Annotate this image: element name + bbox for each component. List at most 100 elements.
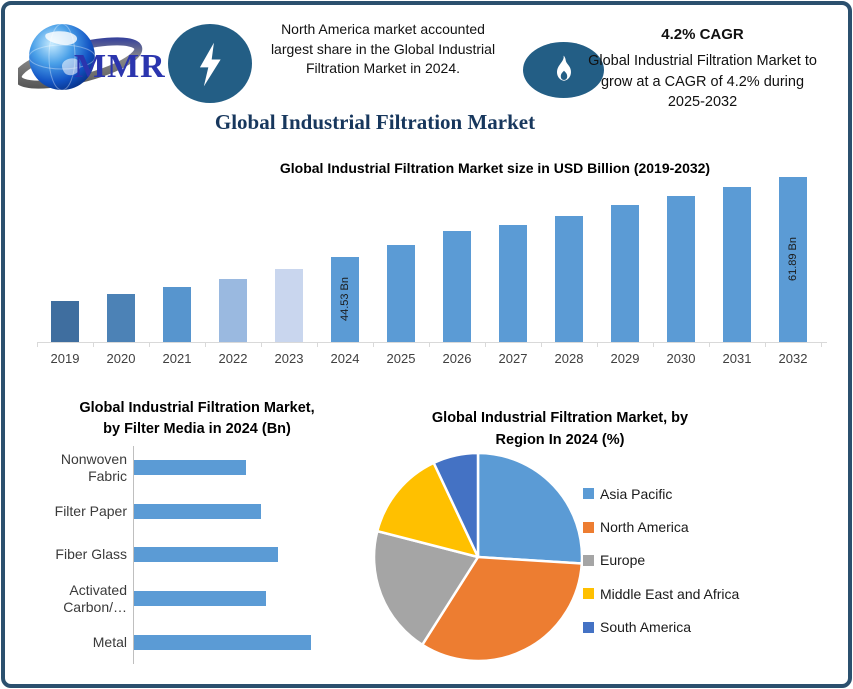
legend-item-europe: Europe (583, 544, 739, 577)
pie-slice-middle-east-and-africa (376, 461, 480, 559)
bar-4 (134, 634, 311, 650)
bar-2024: 44.53 Bn (331, 257, 359, 342)
legend-swatch-icon (583, 554, 594, 566)
bar-value-label-2032: 61.89 Bn (787, 237, 799, 282)
bar-2020 (107, 294, 135, 342)
legend-item-asia-pacific: Asia Pacific (583, 477, 739, 510)
mmr-logo: MMR (13, 16, 178, 100)
legend-label: South America (600, 619, 692, 636)
filter-media-row: Filter Paper (32, 489, 362, 534)
region-pie (372, 451, 584, 663)
legend-label: Middle East and Africa (600, 585, 740, 602)
bar-1 (134, 503, 261, 519)
x-axis-label-2022: 2022 (218, 351, 248, 366)
x-axis-tick (93, 343, 94, 347)
legend-label: Asia Pacific (600, 485, 673, 502)
legend-swatch-icon (583, 588, 594, 600)
legend-label: Europe (600, 552, 646, 569)
filter-media-chart-title: Global Industrial Filtration Market, by … (32, 398, 362, 440)
category-label-4: Metal (92, 633, 127, 650)
category-label-3: Activated Carbon/… (63, 581, 127, 615)
market-size-chart-title: Global Industrial Filtration Market size… (279, 160, 711, 176)
filter-media-row: Activated Carbon/… (32, 576, 362, 621)
bar-2023 (275, 269, 303, 342)
x-axis-label-2019: 2019 (50, 351, 80, 366)
x-axis-tick (205, 343, 206, 347)
filter-media-row: Fiber Glass (32, 533, 362, 577)
bar-2022 (219, 279, 247, 342)
region-title-line1: Global Industrial Filtration Market, by (431, 410, 689, 426)
x-axis-tick (37, 343, 38, 347)
bar-3 (134, 591, 266, 607)
lightning-badge (168, 24, 252, 103)
category-label-1: Filter Paper (54, 502, 127, 519)
legend-item-north-america: North America (583, 510, 739, 543)
legend-label: North America (600, 519, 689, 536)
bar-2032: 61.89 Bn (779, 177, 807, 342)
category-label-2: Fiber Glass (55, 546, 127, 563)
north-america-highlight: North America market accounted largest s… (270, 21, 496, 76)
x-axis-tick (709, 343, 710, 347)
bar-2031 (723, 187, 751, 342)
region-legend: Asia Pacific North America Europe Middle Ea… (583, 477, 739, 644)
legend-item-middle-east-and-africa: Middle East and Africa (583, 577, 739, 610)
bar-0 (134, 460, 246, 476)
bar-area (133, 489, 362, 534)
x-axis-tick (317, 343, 318, 347)
filter-media-row: Metal (32, 620, 362, 664)
x-axis-label-2020: 2020 (106, 351, 136, 366)
x-axis-tick (485, 343, 486, 347)
bar-area (133, 576, 362, 621)
x-axis-label-2023: 2023 (274, 351, 304, 366)
x-axis-tick (765, 343, 766, 347)
bar-area (133, 620, 362, 664)
cagr-headline: 4.2% CAGR (661, 26, 744, 43)
category-label-0: Nonwoven Fabric (60, 450, 127, 484)
legend-swatch-icon (583, 621, 594, 633)
x-axis-tick (597, 343, 598, 347)
pie-slice-europe (372, 529, 480, 647)
bar-2025 (387, 245, 415, 342)
pie-slice-south-america (432, 451, 480, 559)
flame-icon (556, 55, 571, 81)
bar-2021 (163, 287, 191, 342)
bar-2029 (611, 205, 639, 342)
x-axis-label-2027: 2027 (498, 351, 528, 366)
bar-2027 (499, 225, 527, 342)
x-axis-tick (429, 343, 430, 347)
bar-2 (134, 547, 278, 563)
bar-2019 (51, 301, 79, 342)
x-axis-tick (653, 343, 654, 347)
x-axis-tick (541, 343, 542, 347)
x-axis-tick (149, 343, 150, 347)
filter-media-title-line1: Global Industrial Filtration Market, (79, 400, 315, 416)
x-axis-label-2024: 2024 (330, 351, 360, 366)
legend-swatch-icon (583, 521, 594, 533)
x-axis-label-2032: 2032 (778, 351, 808, 366)
x-axis-tick (373, 343, 374, 347)
legend-swatch-icon (583, 488, 594, 500)
filter-media-title-line2: by Filter Media in 2024 (Bn) (103, 421, 291, 437)
market-size-plot: 2019 2020 2021 2022 2023 44.53 Bn 2024 2025 2026… (37, 177, 827, 366)
cagr-description: Global Industrial Filtration Market to g… (588, 53, 817, 110)
x-axis-label-2031: 2031 (722, 351, 752, 366)
bar-area (133, 533, 362, 577)
pie-slice-asia-pacific (476, 451, 584, 565)
x-axis-label-2026: 2026 (442, 351, 472, 366)
x-axis-tick (261, 343, 262, 347)
x-axis-label-2028: 2028 (554, 351, 584, 366)
x-axis-label-2030: 2030 (666, 351, 696, 366)
bar-2030 (667, 196, 695, 342)
bar-2026 (443, 231, 471, 342)
x-axis-label-2025: 2025 (386, 351, 416, 366)
cagr-block: 4.2% CAGR Global Industrial Filtration M… (585, 26, 820, 113)
x-axis-label-2029: 2029 (610, 351, 640, 366)
x-axis-label-2021: 2021 (162, 351, 192, 366)
region-chart-title: Global Industrial Filtration Market, by … (390, 407, 730, 451)
globe-icon (13, 23, 143, 91)
page-title: Global Industrial Filtration Market (214, 110, 536, 134)
lightning-icon (199, 42, 221, 86)
bar-2028 (555, 216, 583, 342)
filter-media-rows: Nonwoven Fabric Filter Paper Fiber Glass Act… (32, 446, 362, 664)
